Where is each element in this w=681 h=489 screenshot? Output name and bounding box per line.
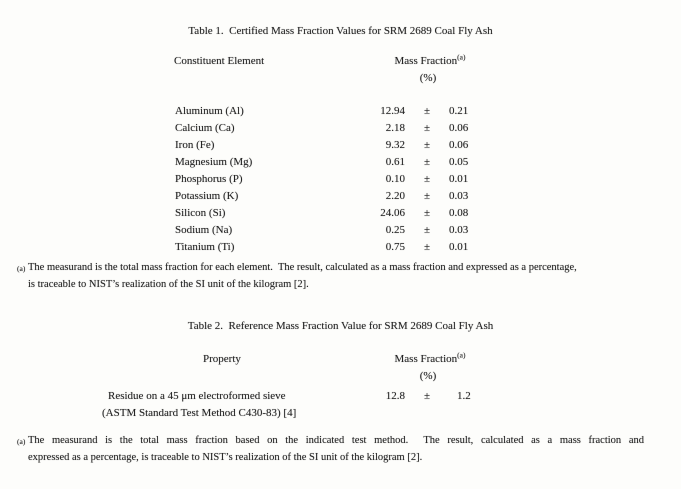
table1-header-mass-fraction-label: Mass Fraction bbox=[394, 55, 458, 67]
value-cell: 0.25 bbox=[385, 224, 405, 236]
footnote-table2: (a) The measurand is the total mass frac… bbox=[17, 432, 644, 466]
footnote-line: The measurand is the total mass fraction… bbox=[28, 262, 577, 273]
property-line: (ASTM Standard Test Method C430-83) [4] bbox=[102, 407, 297, 419]
plus-minus-cell: ± bbox=[423, 139, 431, 151]
element-name-cell: Aluminum (Al) bbox=[175, 105, 244, 117]
table2-header-mass-fraction-label: Mass Fraction bbox=[394, 353, 458, 365]
plus-minus-cell: ± bbox=[423, 190, 431, 202]
footnote-table1: (a) The measurand is the total mass frac… bbox=[17, 259, 644, 293]
uncertainty-cell: 0.01 bbox=[449, 173, 469, 185]
value-cell: 2.20 bbox=[385, 190, 405, 202]
plus-minus-cell: ± bbox=[423, 156, 431, 168]
value-cell: 2.18 bbox=[385, 122, 405, 134]
table2-header-property: Property bbox=[203, 353, 241, 365]
table-row: Sodium (Na) 0.25 ± 0.03 bbox=[175, 222, 509, 239]
table2-caption: Table 2. Reference Mass Fraction Value f… bbox=[187, 320, 494, 332]
value-cell: 9.32 bbox=[385, 139, 405, 151]
value-cell: 0.75 bbox=[385, 241, 405, 253]
table1-body: Aluminum (Al) 12.94 ± 0.21 Calcium (Ca) … bbox=[175, 103, 509, 256]
plus-minus-cell: ± bbox=[423, 122, 431, 134]
value-cell: 12.8 bbox=[385, 390, 405, 402]
plus-minus-cell: ± bbox=[423, 241, 431, 253]
element-name-cell: Calcium (Ca) bbox=[175, 122, 235, 134]
table1-subheader-percent: (%) bbox=[419, 72, 437, 84]
plus-minus-cell: ± bbox=[423, 390, 431, 402]
uncertainty-cell: 0.01 bbox=[449, 241, 469, 253]
element-name-cell: Potassium (K) bbox=[175, 190, 239, 202]
table2-body: Residue on a 45 μm electroformed sieve (… bbox=[102, 388, 509, 422]
table-row: Silicon (Si) 24.06 ± 0.08 bbox=[175, 205, 509, 222]
table2-footnote-ref: (a) bbox=[457, 350, 466, 360]
uncertainty-cell: 0.05 bbox=[449, 156, 469, 168]
element-name-cell: Magnesium (Mg) bbox=[175, 156, 253, 168]
value-cell: 24.06 bbox=[380, 207, 405, 219]
footnote-line: is traceable to NIST’s realization of th… bbox=[28, 279, 309, 290]
value-cell: 12.94 bbox=[380, 105, 405, 117]
table-row: Potassium (K) 2.20 ± 0.03 bbox=[175, 188, 509, 205]
uncertainty-cell: 0.06 bbox=[449, 139, 469, 151]
element-name-cell: Titanium (Ti) bbox=[175, 241, 235, 253]
element-name-cell: Iron (Fe) bbox=[175, 139, 215, 151]
footnote-marker: (a) bbox=[17, 264, 26, 273]
table-row: Calcium (Ca) 2.18 ± 0.06 bbox=[175, 120, 509, 137]
uncertainty-cell: 0.03 bbox=[449, 224, 469, 236]
table-row: Iron (Fe) 9.32 ± 0.06 bbox=[175, 137, 509, 154]
footnote-line: expressed as a percentage, is traceable … bbox=[28, 452, 423, 463]
plus-minus-cell: ± bbox=[423, 173, 431, 185]
element-name-cell: Sodium (Na) bbox=[175, 224, 233, 236]
footnote-marker: (a) bbox=[17, 437, 26, 446]
plus-minus-cell: ± bbox=[423, 105, 431, 117]
property-cell: Residue on a 45 μm electroformed sieve (… bbox=[102, 388, 361, 422]
table2-header-mass-fraction: Mass Fraction(a) bbox=[330, 350, 530, 365]
table2-subheader-percent: (%) bbox=[419, 370, 437, 382]
property-line: Residue on a 45 μm electroformed sieve bbox=[108, 390, 286, 402]
table-row: Magnesium (Mg) 0.61 ± 0.05 bbox=[175, 154, 509, 171]
table1-caption: Table 1. Certified Mass Fraction Values … bbox=[188, 25, 493, 37]
uncertainty-cell: 0.21 bbox=[449, 105, 469, 117]
footnote-line: The measurand is the total mass fraction… bbox=[28, 435, 644, 446]
table1-footnote-ref: (a) bbox=[457, 52, 466, 62]
table1-header-constituent-element: Constituent Element bbox=[174, 55, 265, 67]
table-row: Phosphorus (P) 0.10 ± 0.01 bbox=[175, 171, 509, 188]
uncertainty-cell: 0.03 bbox=[449, 190, 469, 202]
table-row: Titanium (Ti) 0.75 ± 0.01 bbox=[175, 239, 509, 256]
plus-minus-cell: ± bbox=[423, 224, 431, 236]
table1-header-mass-fraction: Mass Fraction(a) bbox=[330, 52, 530, 67]
element-name-cell: Phosphorus (P) bbox=[175, 173, 243, 185]
value-cell: 0.61 bbox=[385, 156, 405, 168]
uncertainty-cell: 1.2 bbox=[457, 390, 471, 402]
uncertainty-cell: 0.08 bbox=[449, 207, 469, 219]
value-cell: 0.10 bbox=[385, 173, 405, 185]
element-name-cell: Silicon (Si) bbox=[175, 207, 226, 219]
uncertainty-cell: 0.06 bbox=[449, 122, 469, 134]
table-row: Aluminum (Al) 12.94 ± 0.21 bbox=[175, 103, 509, 120]
plus-minus-cell: ± bbox=[423, 207, 431, 219]
